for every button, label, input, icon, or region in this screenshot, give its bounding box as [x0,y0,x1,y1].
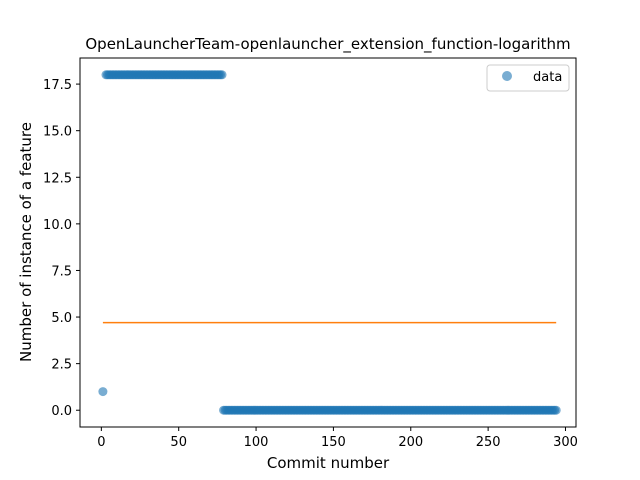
x-tick-label: 200 [398,435,423,450]
x-tick-label: 250 [476,435,501,450]
x-tick-label: 50 [170,435,187,450]
plot-marks [98,70,561,415]
y-tick-label: 5.0 [51,311,72,326]
y-tick-label: 0.0 [51,404,72,419]
data-point [551,405,561,415]
y-tick-label: 12.5 [43,171,72,186]
y-tick-label: 17.5 [43,78,72,93]
legend-marker-data [502,71,512,81]
y-axis: 0.0 2.5 5.0 7.5 10.0 12.5 15.0 17.5 [43,78,80,419]
y-tick-label: 7.5 [51,264,72,279]
legend: data [486,64,570,92]
y-tick-label: 10.0 [43,218,72,233]
chart-title: OpenLauncherTeam-openlauncher_extension_… [85,35,570,54]
x-tick-label: 300 [553,435,578,450]
x-tick-label: 100 [244,435,269,450]
data-point [217,70,227,80]
y-tick-label: 15.0 [43,125,72,140]
x-axis-label: Commit number [267,454,390,472]
x-tick-label: 0 [97,435,105,450]
x-tick-label: 150 [321,435,346,450]
plot-frame [79,57,577,428]
x-axis: 0 50 100 150 200 250 300 [97,427,578,450]
y-tick-label: 2.5 [51,358,72,373]
y-axis-label: Number of instance of a feature [17,122,35,362]
data-point [98,387,108,397]
legend-label-data: data [533,70,562,85]
